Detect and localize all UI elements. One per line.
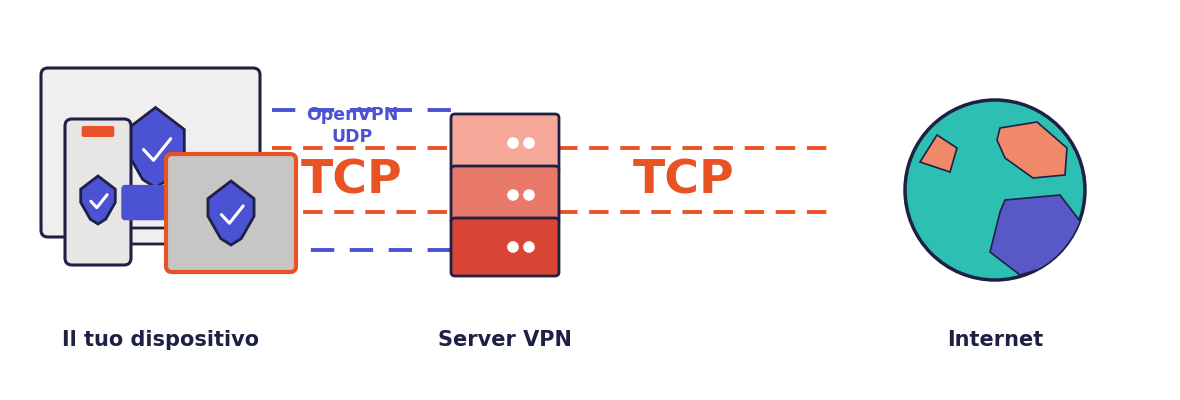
- FancyBboxPatch shape: [451, 166, 559, 224]
- Text: OpenVPN
UDP: OpenVPN UDP: [306, 106, 398, 146]
- Polygon shape: [920, 135, 957, 172]
- Text: Internet: Internet: [946, 330, 1043, 350]
- Circle shape: [523, 137, 535, 149]
- Text: Il tuo dispositivo: Il tuo dispositivo: [61, 330, 260, 350]
- Text: Server VPN: Server VPN: [438, 330, 572, 350]
- FancyBboxPatch shape: [122, 186, 183, 220]
- FancyBboxPatch shape: [451, 218, 559, 276]
- Polygon shape: [208, 181, 254, 245]
- FancyBboxPatch shape: [65, 119, 131, 265]
- Text: TCP: TCP: [634, 158, 735, 204]
- Circle shape: [905, 100, 1084, 280]
- Polygon shape: [126, 108, 184, 188]
- FancyBboxPatch shape: [166, 154, 296, 272]
- Polygon shape: [997, 122, 1067, 178]
- Polygon shape: [80, 176, 116, 224]
- FancyBboxPatch shape: [451, 114, 559, 172]
- FancyBboxPatch shape: [122, 228, 181, 244]
- Circle shape: [523, 189, 535, 201]
- Text: TCP: TCP: [301, 158, 402, 204]
- Circle shape: [523, 241, 535, 253]
- Circle shape: [507, 137, 519, 149]
- FancyBboxPatch shape: [81, 126, 114, 137]
- Circle shape: [507, 241, 519, 253]
- FancyBboxPatch shape: [173, 191, 195, 214]
- Circle shape: [507, 189, 519, 201]
- FancyBboxPatch shape: [41, 68, 260, 237]
- Polygon shape: [990, 195, 1083, 275]
